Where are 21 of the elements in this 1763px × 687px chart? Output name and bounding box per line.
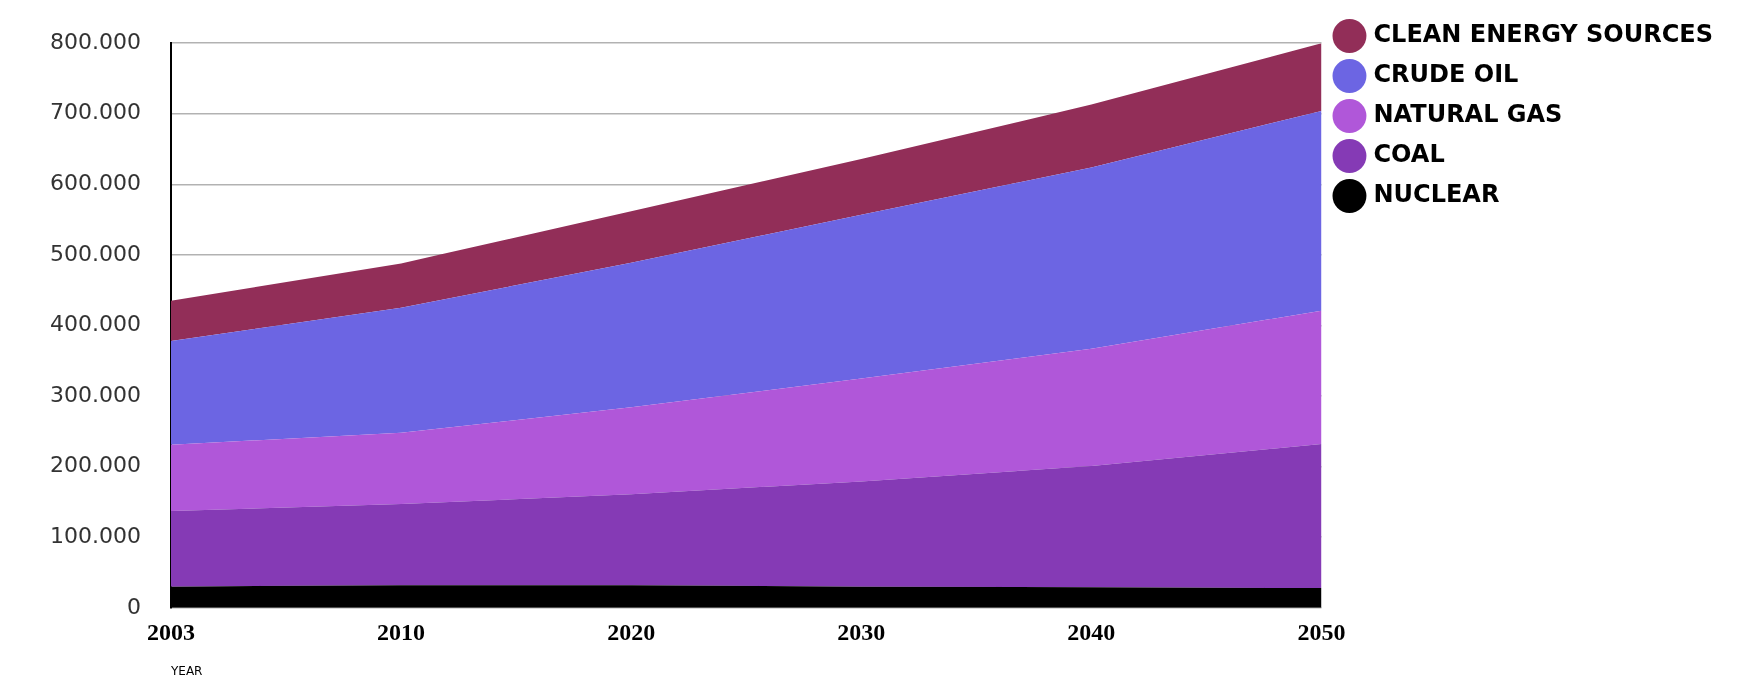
y-tick-label: 600.000 (49, 170, 141, 196)
x-tick-label: 2003 (146, 619, 195, 646)
x-tick-label: 2010 (377, 619, 426, 646)
legend-label: CLEAN ENERGY SOURCES (1373, 20, 1713, 49)
x-tick-label: 2030 (837, 619, 886, 646)
y-tick-label: 300.000 (49, 381, 141, 407)
y-tick-label: 200.000 (49, 452, 141, 478)
x-axis-title: YEAR (169, 663, 203, 678)
y-tick-label: 700.000 (49, 99, 141, 125)
y-tick-label: 500.000 (49, 240, 141, 266)
x-tick-label: 2050 (1297, 619, 1346, 646)
y-tick-label: 400.000 (49, 311, 141, 337)
x-tick-label: 2040 (1067, 619, 1116, 646)
y-tick-label: 0 (126, 593, 141, 619)
y-tick-label: 100.000 (49, 522, 141, 548)
legend-label: NATURAL GAS (1373, 100, 1563, 129)
x-tick-label: 2020 (607, 619, 656, 646)
legend-label: COAL (1373, 140, 1445, 169)
y-tick-label: 800.000 (49, 28, 141, 54)
legend-label: CRUDE OIL (1373, 60, 1519, 89)
legend-label: NUCLEAR (1373, 180, 1500, 209)
